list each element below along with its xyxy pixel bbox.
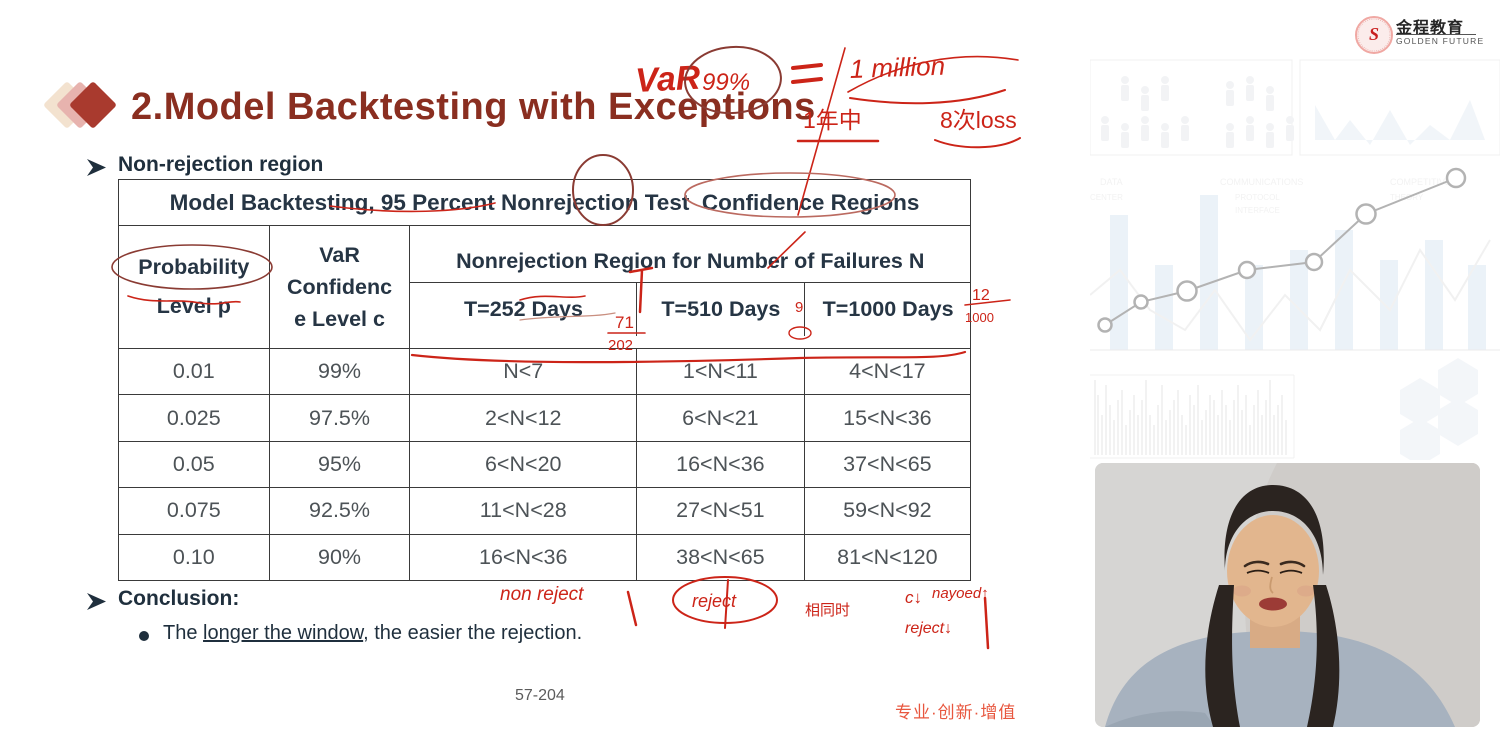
svg-text:nayoed↑: nayoed↑ — [932, 585, 989, 602]
svg-text:S: S — [1369, 24, 1379, 44]
svg-text:c↓: c↓ — [905, 588, 922, 607]
svg-text:1000: 1000 — [965, 310, 994, 325]
svg-text:INTERFACE: INTERFACE — [1235, 206, 1280, 215]
svg-text:reject↓: reject↓ — [905, 620, 952, 637]
svg-text:PROTOCOL: PROTOCOL — [1235, 193, 1280, 202]
svg-text:COMPETITIVE: COMPETITIVE — [1390, 177, 1451, 187]
svg-text:202: 202 — [608, 337, 633, 354]
svg-text:CENTER: CENTER — [1090, 193, 1123, 202]
svg-text:9: 9 — [795, 299, 803, 316]
svg-text:相同时: 相同时 — [805, 602, 850, 619]
svg-text:COMMUNICATIONS: COMMUNICATIONS — [1220, 177, 1303, 187]
svg-text:reject: reject — [692, 591, 737, 611]
svg-text:71: 71 — [615, 313, 634, 332]
svg-text:12: 12 — [972, 287, 990, 304]
svg-text:DATA: DATA — [1100, 177, 1123, 187]
svg-text:non reject: non reject — [500, 584, 584, 605]
